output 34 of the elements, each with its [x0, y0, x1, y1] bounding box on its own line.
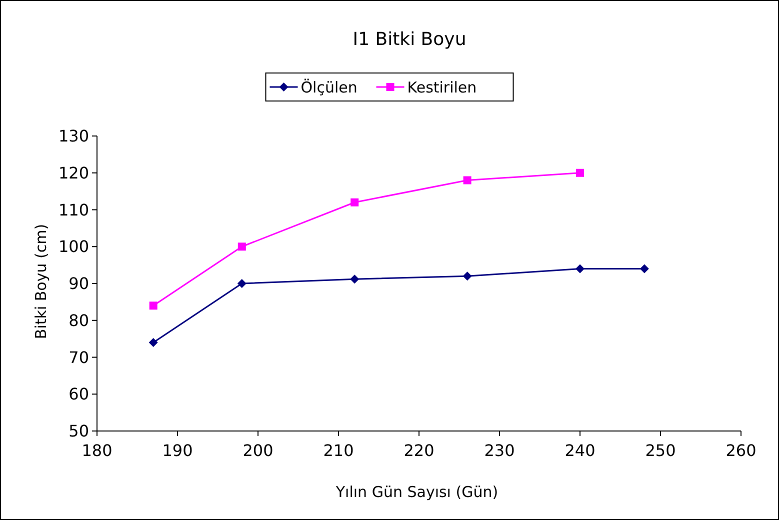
legend-label: Kestirilen: [407, 78, 477, 96]
point: [463, 176, 472, 184]
x-tick-label: 180: [82, 441, 112, 460]
y-tick-label: 60: [68, 384, 89, 404]
y-tick-label: 70: [68, 348, 89, 367]
point: [576, 264, 584, 274]
y-tick-label: 80: [68, 310, 89, 330]
x-axis-title: Yılın Gün Sayısı (Gün): [334, 483, 498, 501]
x-tick-label: 220: [404, 441, 434, 460]
x-tick-label: 240: [564, 441, 596, 460]
chart-title: I1 Bitki Boyu: [352, 29, 466, 50]
x-tick-label: 210: [323, 441, 354, 460]
y-tick-label: 130: [58, 126, 89, 146]
y-tick-label: 100: [58, 237, 89, 256]
y-tick-label: 90: [68, 274, 89, 294]
y-tick-label: 50: [68, 422, 89, 441]
point: [237, 279, 246, 288]
point: [148, 338, 158, 347]
y-tick-label: 120: [58, 163, 89, 182]
x-tick-label: 250: [645, 441, 676, 460]
point: [640, 264, 649, 274]
y-tick-label: 110: [58, 200, 89, 220]
point: [350, 274, 360, 284]
point: [576, 168, 584, 177]
x-tick-label: 190: [162, 441, 193, 460]
x-tick-label: 260: [726, 441, 756, 460]
point: [149, 302, 158, 310]
x-tick-label: 230: [484, 441, 515, 460]
point: [350, 198, 359, 206]
y-axis-title: Bitki Boyu (cm): [32, 224, 50, 340]
point: [238, 242, 246, 251]
point: [462, 272, 472, 281]
legend-label: Ölçülen: [300, 78, 358, 96]
x-tick-label: 200: [242, 441, 274, 460]
